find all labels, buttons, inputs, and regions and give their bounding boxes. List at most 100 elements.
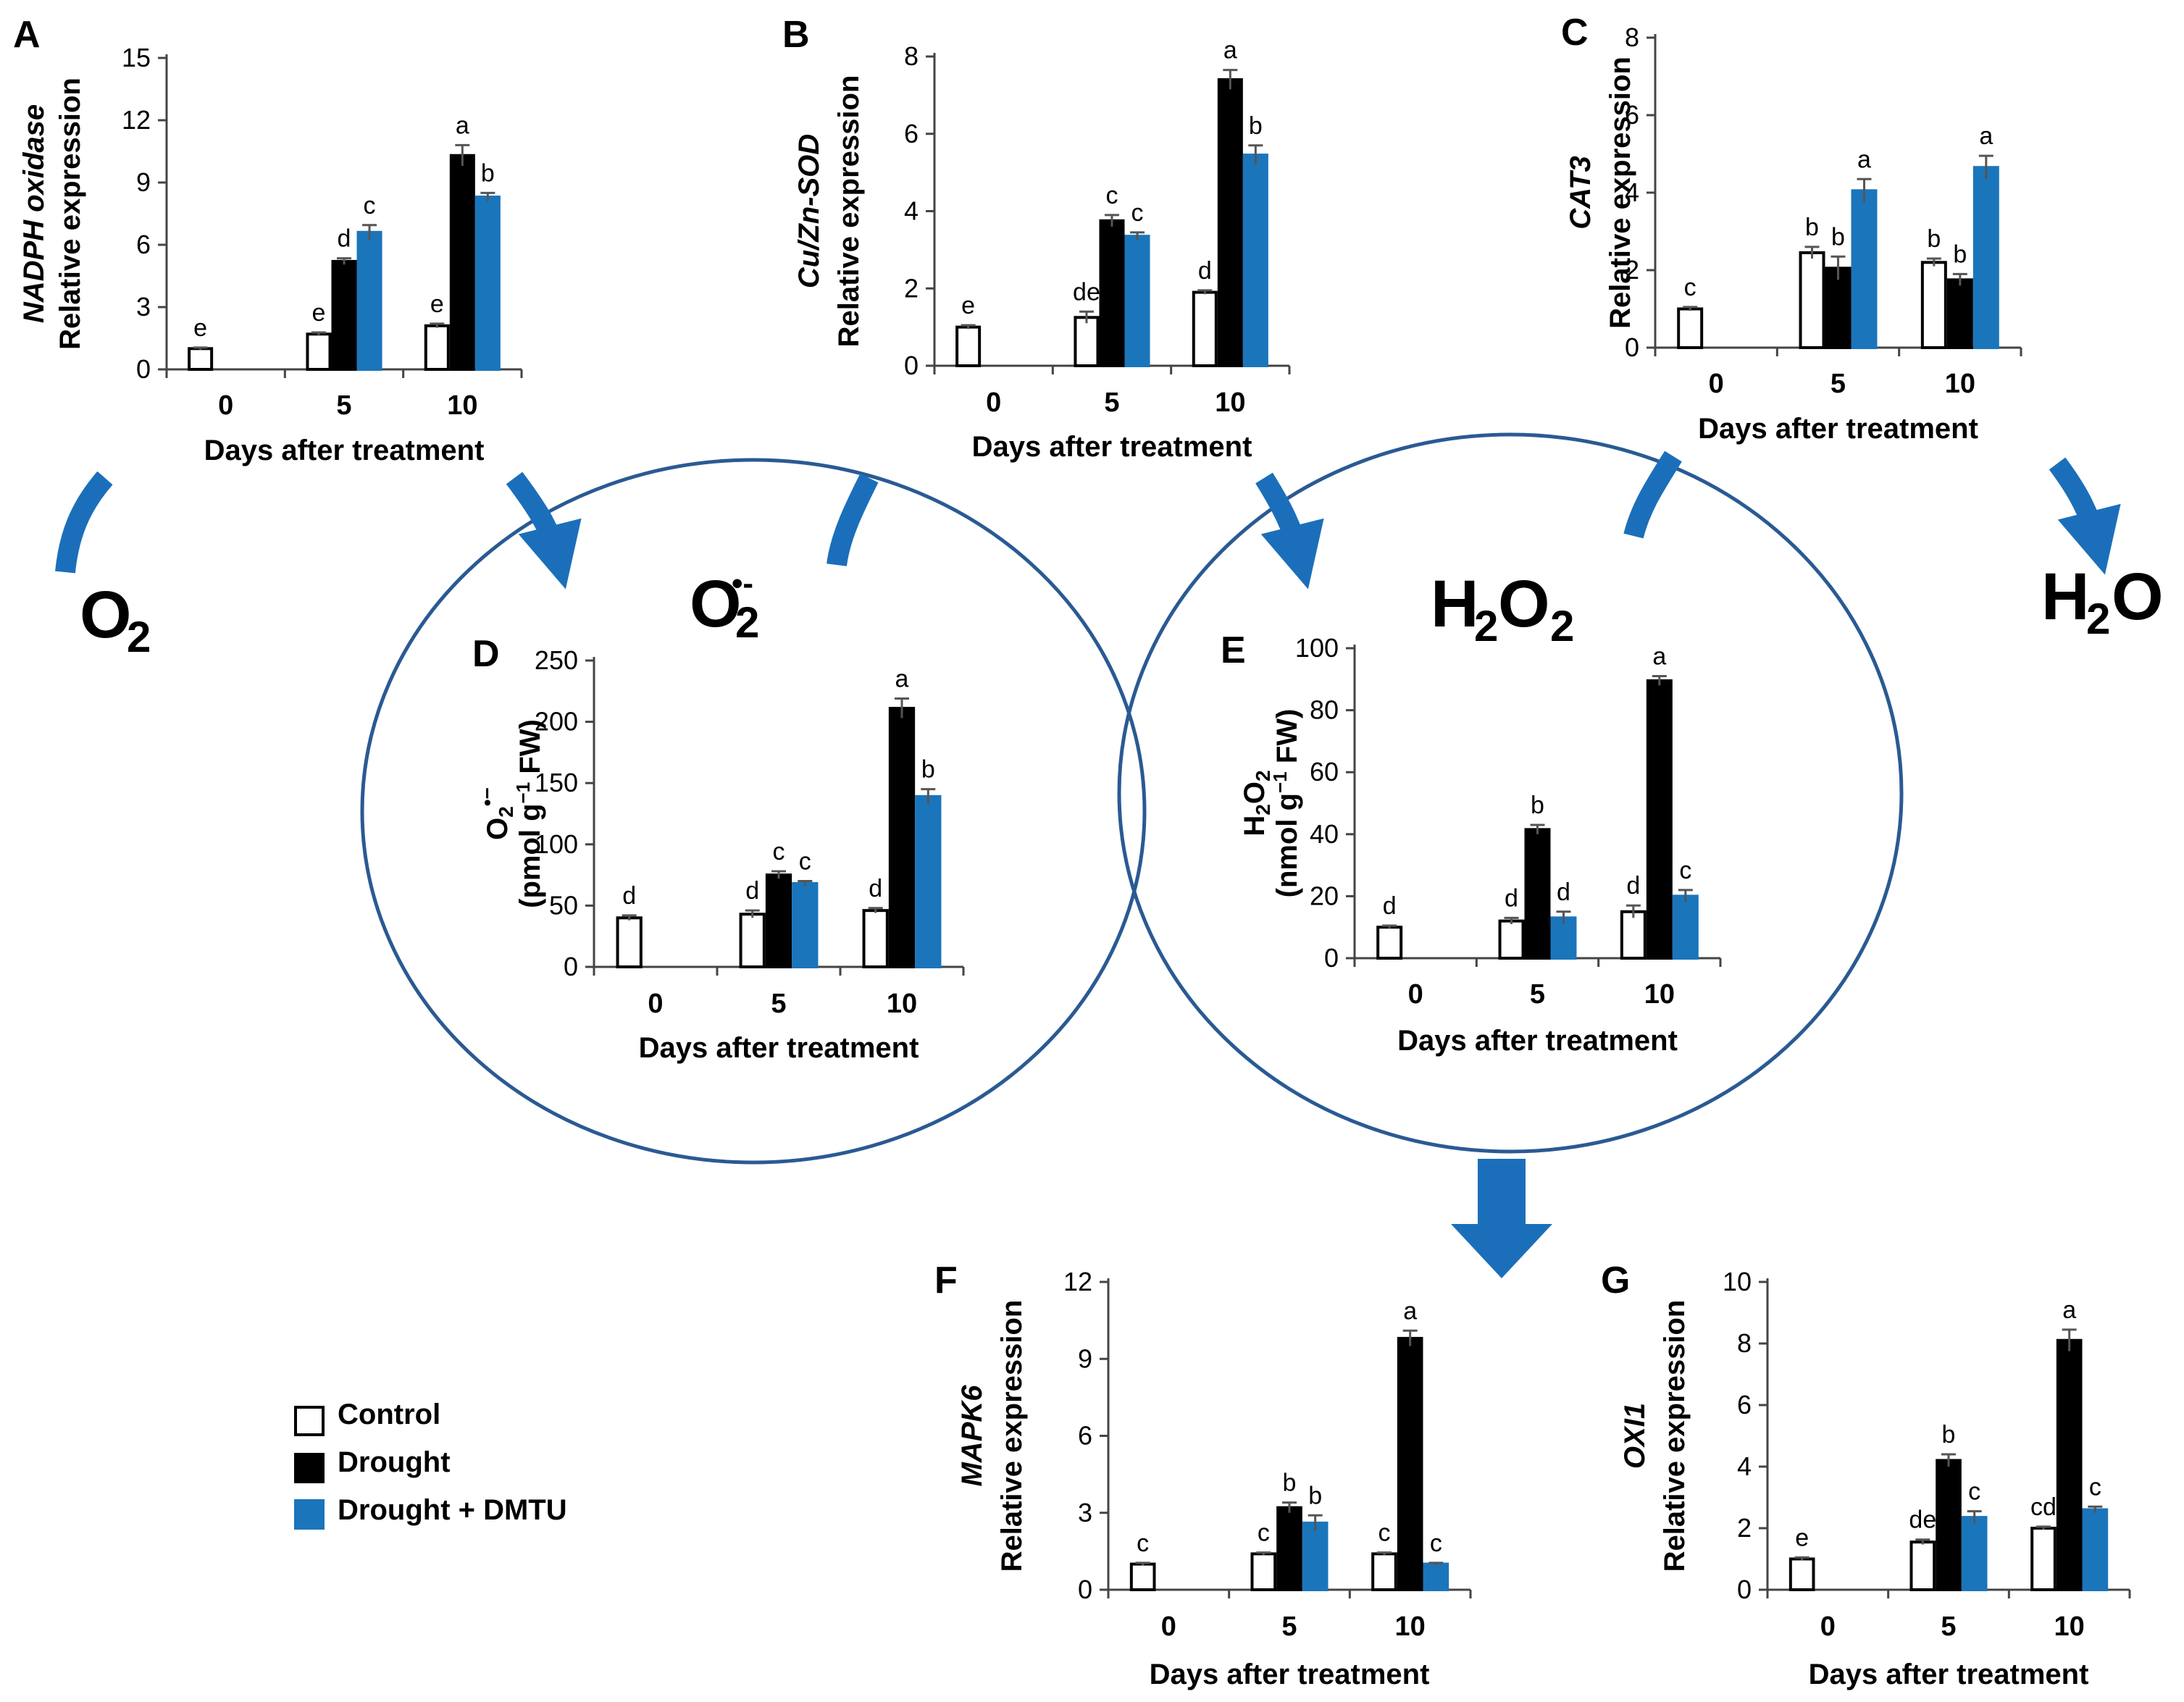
x-tick-label: 5 bbox=[1104, 387, 1119, 418]
significance-label: d bbox=[745, 877, 759, 905]
significance-label: c bbox=[1378, 1519, 1391, 1547]
y-axis-title: Relative expression bbox=[1659, 1300, 1691, 1572]
y-tick-label: 15 bbox=[122, 43, 151, 72]
bar-control bbox=[1799, 251, 1825, 349]
significance-label: c bbox=[1137, 1530, 1149, 1557]
bar-control bbox=[188, 347, 214, 372]
x-tick-label: 0 bbox=[1408, 979, 1423, 1010]
svg-text:O: O bbox=[80, 578, 132, 652]
x-axis-title: Days after treatment bbox=[204, 435, 485, 466]
bar-drought-dmtu bbox=[2082, 1508, 2109, 1591]
legend-item-drought-dmtu: Drought + DMTU bbox=[294, 1494, 567, 1530]
bar-drought-dmtu bbox=[356, 230, 382, 371]
significance-label: b bbox=[1831, 223, 1845, 251]
y-tick-label: 0 bbox=[904, 351, 919, 380]
x-tick-label: 0 bbox=[648, 989, 663, 1019]
significance-label: a bbox=[1652, 643, 1666, 671]
y-axis-title-line2: (nmol g−1 FW) bbox=[1269, 709, 1303, 898]
bar-control bbox=[306, 332, 332, 371]
bar-drought-dmtu bbox=[1242, 154, 1268, 367]
y-tick-label: 0 bbox=[1625, 332, 1639, 362]
legend-item-drought: Drought bbox=[294, 1446, 451, 1483]
significance-label: c bbox=[1258, 1519, 1270, 1547]
arrow-superoxide-in bbox=[506, 471, 582, 590]
x-tick-label: 0 bbox=[1709, 369, 1724, 399]
y-tick-label: 6 bbox=[904, 119, 919, 148]
arrow-superoxide-out bbox=[827, 473, 879, 567]
x-tick-label: 10 bbox=[1945, 369, 1975, 399]
y-tick-label: 50 bbox=[549, 890, 578, 920]
significance-label: de bbox=[1073, 278, 1100, 306]
significance-label: c bbox=[773, 838, 785, 865]
chart-panel-a: A 0 3 6 9 12 15 0 5 10 Days after treatment NADPH o… bbox=[13, 14, 523, 466]
chart-panel-c: C 0 2 4 6 8 0 5 10 Days after treatment CAT3 Relati… bbox=[1561, 12, 2022, 445]
significance-label: d bbox=[622, 882, 636, 910]
y-tick-label: 3 bbox=[136, 292, 151, 322]
svg-text:O: O bbox=[1498, 567, 1550, 641]
significance-label: c bbox=[1679, 857, 1691, 884]
significance-label: c bbox=[799, 848, 811, 876]
y-tick-label: 10 bbox=[1723, 1267, 1752, 1296]
y-tick-label: 20 bbox=[1310, 881, 1339, 910]
significance-label: c bbox=[364, 192, 376, 219]
x-tick-label: 5 bbox=[1831, 369, 1846, 399]
bar-control bbox=[1250, 1552, 1277, 1592]
y-tick-label: 200 bbox=[535, 707, 578, 737]
panel-letter: A bbox=[13, 14, 41, 56]
y-tick-label: 12 bbox=[122, 105, 151, 135]
significance-label: d bbox=[1626, 872, 1640, 900]
x-tick-label: 10 bbox=[447, 390, 477, 421]
bar-control bbox=[1371, 1552, 1397, 1592]
bar-drought-dmtu bbox=[915, 795, 942, 969]
significance-label: d bbox=[1198, 257, 1212, 285]
bar-drought-dmtu bbox=[1972, 166, 1999, 349]
x-tick-label: 10 bbox=[1395, 1611, 1426, 1642]
x-tick-label: 10 bbox=[1215, 387, 1245, 418]
gene-label: CAT3 bbox=[1565, 156, 1597, 229]
x-tick-label: 0 bbox=[986, 387, 1001, 418]
y-axis-title-line1: H2O2 bbox=[1239, 770, 1274, 836]
svg-text:2: 2 bbox=[127, 613, 151, 661]
bar-control bbox=[1498, 919, 1525, 960]
gene-label: Cu/Zn-SOD bbox=[793, 134, 825, 288]
y-tick-label: 150 bbox=[535, 768, 578, 797]
significance-label: cd bbox=[2030, 1493, 2057, 1521]
gene-label: OXI1 bbox=[1619, 1403, 1651, 1469]
bar-control bbox=[955, 325, 982, 367]
panel-letter: D bbox=[472, 633, 500, 675]
svg-text:O: O bbox=[2112, 560, 2164, 634]
y-tick-label: 4 bbox=[1625, 177, 1639, 207]
y-tick-label: 9 bbox=[1078, 1343, 1092, 1373]
arrow-h2o-in bbox=[2049, 457, 2121, 575]
bar-drought bbox=[1099, 219, 1125, 367]
significance-label: e bbox=[193, 314, 207, 342]
bar-drought bbox=[1217, 78, 1243, 368]
y-tick-label: 0 bbox=[1324, 943, 1339, 973]
bar-control bbox=[1129, 1562, 1156, 1591]
significance-label: e bbox=[1795, 1524, 1809, 1551]
x-tick-label: 5 bbox=[336, 390, 351, 421]
legend: Control Drought Drought + DMTU bbox=[294, 1399, 567, 1530]
y-axis-title-line1: O2•− bbox=[476, 787, 517, 840]
y-tick-label: 3 bbox=[1078, 1498, 1092, 1527]
legend-item-control: Control bbox=[294, 1399, 440, 1436]
bar-control bbox=[1788, 1557, 1815, 1591]
svg-text:2: 2 bbox=[2086, 595, 2110, 643]
y-tick-label: 4 bbox=[1737, 1451, 1752, 1481]
significance-label: c bbox=[1430, 1530, 1442, 1557]
chart-panel-e: E 0 20 40 60 80 100 0 5 10 Days after treatment H2O… bbox=[1221, 629, 1722, 1057]
bar-control bbox=[424, 324, 450, 371]
bar-control bbox=[1920, 261, 1947, 349]
x-tick-label: 10 bbox=[887, 989, 917, 1019]
significance-label: b bbox=[921, 756, 935, 784]
y-tick-label: 0 bbox=[1737, 1575, 1752, 1604]
gene-label: MAPK6 bbox=[956, 1385, 988, 1487]
chart-panel-f: F 0 3 6 9 12 0 5 10 Days after treatment MAPK6 Rela… bbox=[934, 1259, 1472, 1690]
significance-label: a bbox=[1857, 146, 1871, 173]
svg-text:Drought: Drought bbox=[338, 1446, 451, 1478]
bar-drought bbox=[449, 154, 475, 371]
panel-letter: C bbox=[1561, 12, 1589, 54]
y-tick-label: 6 bbox=[136, 230, 151, 259]
